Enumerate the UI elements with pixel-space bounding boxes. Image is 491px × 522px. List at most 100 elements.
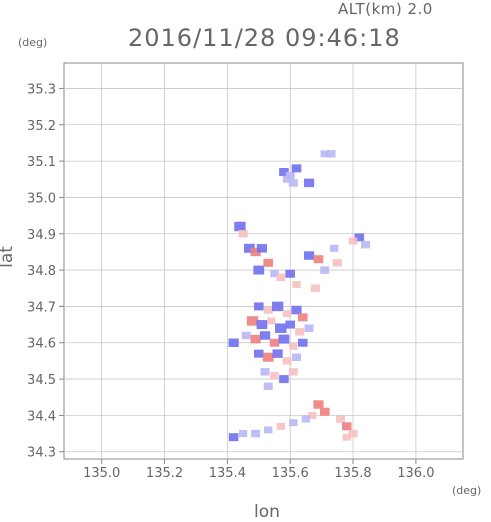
y-tick-label: 34.7 <box>27 300 56 315</box>
x-tick-label: 135.8 <box>334 466 371 481</box>
data-cell <box>253 302 264 311</box>
tick-labels: 135.0 135.2 135.4 135.6 135.8 136.0 34.3 34.4 34… <box>27 82 434 481</box>
data-cell <box>256 244 268 253</box>
data-cell <box>332 259 342 267</box>
data-cell <box>275 323 287 333</box>
x-tick-label: 135.0 <box>83 466 120 481</box>
y-tick-label: 35.0 <box>27 191 56 206</box>
y-tick-label: 34.5 <box>27 373 56 388</box>
data-cell <box>319 407 330 416</box>
data-cell <box>228 338 239 347</box>
altitude-label: ALT(km) 2.0 <box>338 0 433 18</box>
data-cell <box>304 324 314 332</box>
data-cell <box>285 269 296 278</box>
data-cell <box>291 164 302 173</box>
data-cell <box>241 331 251 340</box>
tick-marks <box>59 87 417 464</box>
data-cell <box>270 371 279 379</box>
data-cell <box>297 313 308 322</box>
data-cell <box>282 310 292 318</box>
data-cell <box>271 301 284 312</box>
data-cell <box>267 317 276 325</box>
x-tick-label: 135.2 <box>146 466 183 481</box>
data-cell <box>246 316 259 326</box>
data-cell <box>297 338 308 347</box>
x-tick-label: 135.4 <box>209 466 246 481</box>
x-axis-label: lon <box>254 502 280 522</box>
data-cell <box>313 255 324 264</box>
data-cell <box>263 382 273 391</box>
data-cell <box>301 415 311 423</box>
y-tick-label: 34.8 <box>27 264 56 279</box>
data-cell <box>263 306 273 314</box>
data-cell <box>361 240 371 249</box>
data-cell <box>279 167 289 176</box>
data-cell <box>348 237 358 245</box>
data-cell <box>263 258 274 267</box>
y-tick-label: 34.3 <box>27 446 56 461</box>
data-cell <box>253 265 265 275</box>
data-cell <box>313 400 324 409</box>
data-cell <box>310 284 320 292</box>
x-unit-label: (deg) <box>452 484 482 497</box>
data-cell <box>260 368 270 376</box>
y-tick-label: 35.3 <box>27 82 56 97</box>
y-tick-label: 34.4 <box>27 409 56 424</box>
data-cell <box>234 221 246 232</box>
data-cell <box>238 230 248 238</box>
data-cell <box>276 273 286 282</box>
data-cell <box>251 429 261 438</box>
data-cell <box>285 171 295 180</box>
data-cell <box>279 375 289 384</box>
data-cell <box>303 251 315 260</box>
data-cell <box>292 281 301 289</box>
data-cell <box>259 331 271 340</box>
data-cell <box>269 338 280 347</box>
data-cell <box>250 247 261 257</box>
data-cell <box>307 411 317 419</box>
data-cell <box>272 349 283 358</box>
data-cell <box>326 150 336 158</box>
plot-frame <box>63 62 464 460</box>
y-tick-label: 35.1 <box>27 155 56 170</box>
data-cell <box>295 328 305 336</box>
data-cell <box>285 320 296 329</box>
y-tick-label: 34.9 <box>27 228 56 243</box>
data-cell <box>348 429 358 438</box>
data-cell <box>256 320 268 330</box>
data-cell <box>276 422 285 430</box>
data-cell <box>282 175 292 183</box>
data-cell <box>238 430 248 438</box>
data-cell <box>253 349 264 358</box>
data-cell <box>278 334 290 344</box>
data-cell <box>320 150 329 158</box>
data-cell <box>303 178 315 188</box>
data-cell <box>288 368 298 376</box>
x-tick-label: 135.6 <box>272 466 309 481</box>
data-cell <box>289 342 298 350</box>
chart-title: 2016/11/28 09:46:18 <box>128 24 401 52</box>
y-tick-label: 34.6 <box>27 337 56 352</box>
data-cell <box>291 305 302 315</box>
data-cell <box>354 233 365 242</box>
data-cell <box>243 243 255 253</box>
y-unit-label: (deg) <box>18 36 48 49</box>
data-cell <box>282 357 292 365</box>
data-cell <box>262 352 274 362</box>
data-cell <box>250 334 261 344</box>
data-cell <box>341 422 352 431</box>
data-cell <box>291 353 301 362</box>
grid-lines <box>64 63 463 459</box>
data-cell <box>264 426 273 434</box>
data-cell <box>288 179 298 187</box>
data-cell <box>228 433 239 442</box>
data-cell <box>342 433 351 441</box>
data-cells <box>228 150 371 442</box>
data-cell <box>335 415 345 423</box>
y-tick-label: 35.2 <box>27 119 56 134</box>
data-cell <box>270 270 279 278</box>
data-cell <box>289 419 298 427</box>
data-cell <box>329 244 339 252</box>
data-cell <box>320 266 330 274</box>
